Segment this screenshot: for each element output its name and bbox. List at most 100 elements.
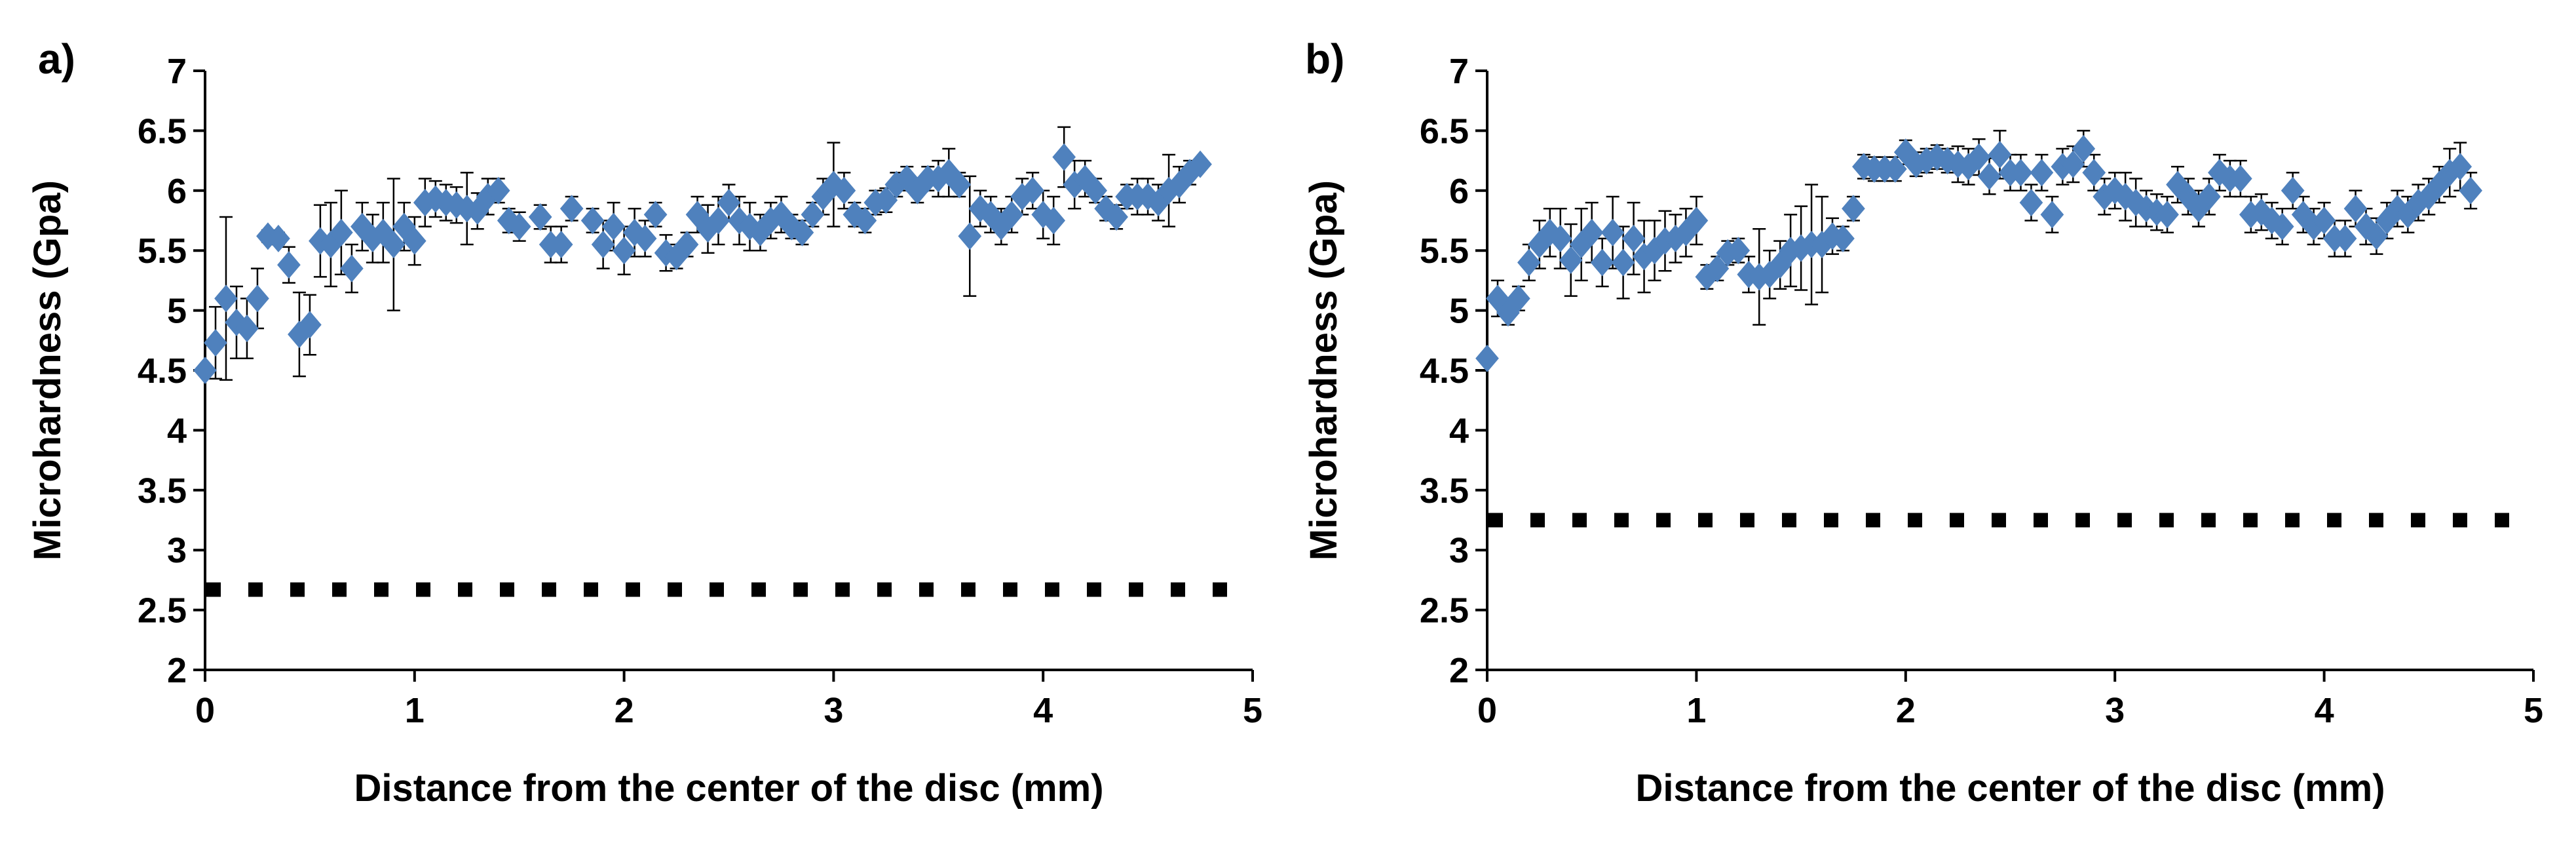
- x-tick-label: 4: [1033, 691, 1053, 730]
- data-point: [2343, 195, 2368, 223]
- y-tick-label: 2.5: [1420, 591, 1469, 631]
- y-tick-label: 7: [167, 52, 187, 91]
- y-tick-label: 3: [167, 531, 187, 570]
- data-point: [2082, 159, 2106, 187]
- data-point: [476, 182, 500, 210]
- data-point: [643, 201, 668, 229]
- data-point: [2459, 176, 2483, 205]
- data-point: [1559, 246, 1583, 274]
- data-point: [1726, 237, 1751, 265]
- y-tick-label: 7: [1449, 52, 1469, 91]
- data-point: [1517, 248, 1541, 277]
- y-axis-title: Microhardness (Gpa): [26, 180, 69, 560]
- data-point: [277, 251, 301, 279]
- y-tick-label: 3: [1449, 531, 1469, 570]
- y-tick-label: 5.5: [138, 231, 187, 271]
- y-tick-label: 4.5: [138, 351, 187, 391]
- x-tick-label: 0: [195, 691, 215, 730]
- data-point: [633, 224, 657, 252]
- data-point: [1052, 143, 1076, 171]
- data-point: [727, 206, 751, 235]
- data-point: [1000, 201, 1024, 229]
- data-point: [549, 231, 573, 259]
- data-point: [675, 231, 699, 259]
- panel-label: a): [38, 35, 75, 83]
- data-point: [2019, 189, 2043, 217]
- data-point: [2030, 159, 2054, 187]
- data-point: [1010, 182, 1034, 210]
- data-point: [1084, 176, 1107, 205]
- data-point: [1105, 203, 1128, 231]
- data-point: [2333, 224, 2357, 252]
- data-point: [1548, 224, 1572, 252]
- data-point: [853, 206, 877, 235]
- x-axis-title: Distance from the center of the disc (mm…: [354, 767, 1103, 810]
- y-tick-label: 2.5: [138, 591, 187, 631]
- x-tick-label: 3: [2105, 691, 2125, 730]
- y-axis-title: Microhardness (Gpa): [1302, 180, 1345, 560]
- data-point: [1611, 248, 1635, 277]
- data-point: [214, 284, 238, 313]
- x-tick-label: 3: [824, 691, 843, 730]
- data-point: [2364, 222, 2389, 250]
- data-point: [528, 203, 552, 231]
- data-point: [1601, 218, 1625, 246]
- data-point: [340, 254, 364, 283]
- data-point: [381, 231, 406, 259]
- data-point: [2228, 165, 2252, 193]
- data-point: [267, 224, 290, 252]
- data-point: [350, 212, 374, 241]
- data-point: [402, 227, 426, 255]
- data-point: [801, 201, 825, 229]
- data-point: [874, 186, 898, 214]
- data-point: [486, 176, 510, 205]
- data-point: [2312, 206, 2336, 235]
- y-tick-label: 4: [167, 411, 187, 450]
- data-point: [738, 212, 762, 241]
- data-point: [706, 206, 730, 235]
- data-point: [235, 315, 259, 343]
- data-point: [685, 201, 710, 229]
- data-point: [748, 218, 772, 246]
- y-tick-label: 4.5: [1420, 351, 1469, 391]
- data-point: [288, 321, 311, 349]
- x-tick-label: 1: [1686, 691, 1706, 730]
- y-tick-label: 3.5: [1420, 471, 1469, 511]
- data-point: [1883, 155, 1907, 183]
- data-point: [1621, 224, 1646, 252]
- data-point: [246, 284, 269, 313]
- data-point: [2448, 153, 2472, 181]
- data-point: [193, 357, 217, 384]
- x-tick-label: 2: [1896, 691, 1916, 730]
- data-point: [790, 218, 814, 246]
- data-point: [1590, 248, 1614, 277]
- data-point: [559, 195, 584, 223]
- y-tick-label: 3.5: [138, 471, 187, 511]
- data-point: [2009, 159, 2033, 187]
- y-tick-label: 6: [167, 172, 187, 211]
- y-tick-label: 6: [1449, 172, 1469, 211]
- data-point: [1842, 195, 1865, 223]
- y-tick-label: 2: [1449, 651, 1469, 690]
- data-point: [1831, 224, 1855, 252]
- data-point: [1580, 218, 1604, 246]
- data-point: [2270, 212, 2294, 241]
- x-tick-label: 0: [1477, 691, 1497, 730]
- data-point: [832, 176, 856, 205]
- data-point: [507, 212, 531, 241]
- data-point: [330, 218, 353, 246]
- data-point: [2061, 150, 2085, 178]
- data-point: [204, 328, 227, 357]
- data-point: [1946, 150, 1970, 178]
- data-point: [298, 311, 322, 339]
- data-point: [1475, 344, 1499, 372]
- data-point: [2281, 176, 2305, 205]
- x-tick-label: 5: [2524, 691, 2543, 730]
- x-tick-label: 1: [405, 691, 425, 730]
- y-tick-label: 6.5: [138, 111, 187, 151]
- data-point: [1977, 162, 2001, 190]
- y-tick-label: 2: [167, 651, 187, 690]
- data-point: [225, 308, 248, 336]
- panel-b: b) 2 2.5 3 3.5 4 4.5 5 5.5 6 6.5 7 0 1 2 3 4 5 Distance fr…: [1302, 35, 2543, 810]
